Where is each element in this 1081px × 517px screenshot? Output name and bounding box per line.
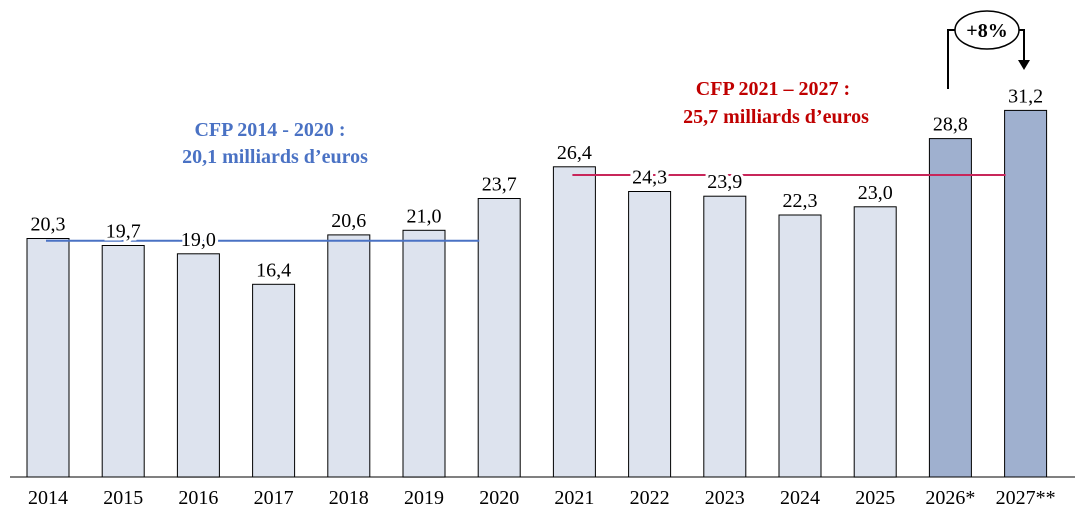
bar-2019 [402, 229, 446, 478]
tick-label-2026: 2026* [925, 487, 975, 509]
tick-label-2014: 2014 [28, 487, 68, 509]
tick-label-2025: 2025 [855, 487, 895, 509]
bar-2026 [928, 138, 972, 478]
tick-label-2017: 2017 [254, 487, 294, 509]
value-label-2014: 20,3 [31, 214, 66, 236]
tick-label-2020: 2020 [479, 487, 519, 509]
tick-label-2023: 2023 [705, 487, 745, 509]
tick-label-2019: 2019 [404, 487, 444, 509]
value-label-2017: 16,4 [256, 259, 291, 281]
growth-arrow-head [1018, 60, 1030, 70]
tick-label-2016: 2016 [178, 487, 218, 509]
bar-2022 [628, 191, 672, 478]
value-label-2023: 23,9 [707, 171, 742, 193]
cfp-2014-2020-title: CFP 2014 - 2020 : [194, 119, 345, 141]
value-label-2018: 20,6 [331, 210, 366, 232]
value-label-2024: 22,3 [783, 190, 818, 212]
tick-labels-group: 2014 2015 2016 2017 2018 2019 2020 2021 2022 2023… [28, 487, 1056, 509]
value-label-2027: 31,2 [1008, 85, 1043, 107]
tick-label-2027: 2027** [996, 487, 1056, 509]
growth-badge [954, 10, 1020, 50]
tick-label-2024: 2024 [780, 487, 820, 509]
growth-label: +8% [966, 20, 1007, 42]
tick-label-2021: 2021 [554, 487, 594, 509]
value-label-2022: 24,3 [632, 167, 667, 189]
bar-2014 [26, 238, 70, 478]
bar-2018 [327, 234, 371, 478]
tick-label-2015: 2015 [103, 487, 143, 509]
value-label-2021: 26,4 [557, 142, 592, 164]
bar-2024 [778, 214, 822, 478]
value-label-2019: 21,0 [407, 205, 442, 227]
bar-2027 [1004, 109, 1048, 478]
bar-2015 [101, 245, 145, 478]
bar-2016 [176, 253, 220, 478]
bar-2020 [477, 198, 521, 478]
cfp-2021-2027-title: CFP 2021 – 2027 : [696, 78, 850, 100]
value-label-2026: 28,8 [933, 114, 968, 136]
tick-label-2022: 2022 [630, 487, 670, 509]
bar-2025 [853, 206, 897, 478]
reference-lines-group [46, 174, 1006, 242]
bar-2023 [703, 195, 747, 478]
cfp-2021-2027-amount: 25,7 milliards d’euros [683, 106, 869, 128]
bar-2017 [252, 283, 296, 478]
value-label-2015: 19,7 [106, 221, 141, 243]
value-label-2020: 23,7 [482, 174, 517, 196]
bar-2021 [552, 166, 596, 478]
value-labels-group: 20,3 19,7 19,0 16,4 20,6 21,0 23,7 26,4 24,3 23,9… [28, 82, 1047, 284]
bars-group [26, 109, 1048, 478]
growth-annotation: +8% [947, 10, 1030, 89]
value-label-2016: 19,0 [181, 229, 216, 251]
cfp-2014-2020-amount: 20,1 milliards d’euros [182, 146, 368, 168]
tick-label-2018: 2018 [329, 487, 369, 509]
value-label-2025: 23,0 [858, 182, 893, 204]
